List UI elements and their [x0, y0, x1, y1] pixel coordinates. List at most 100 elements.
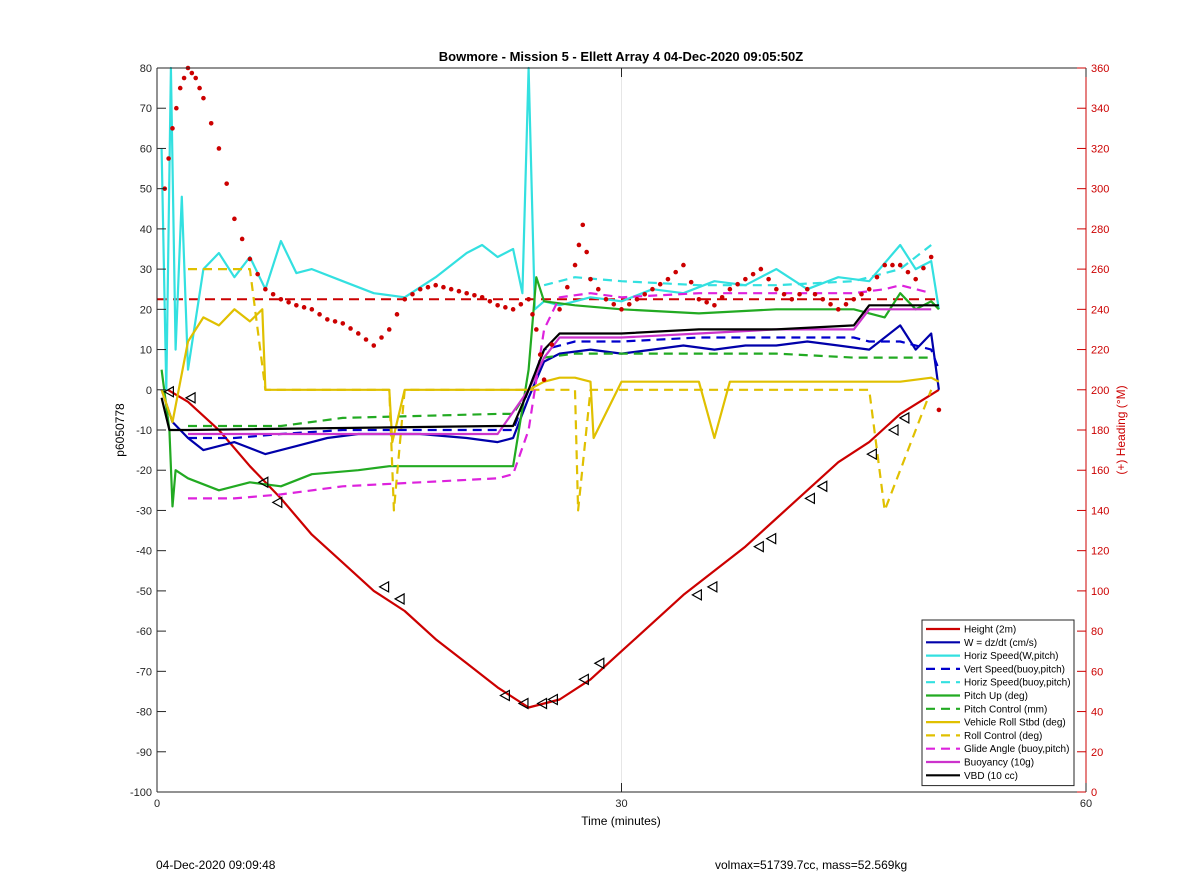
y2-tick-label: 320 — [1091, 143, 1109, 155]
heading-point — [363, 337, 369, 342]
y2-tick-label: 60 — [1091, 666, 1103, 678]
heading-point — [394, 312, 400, 317]
heading-point — [743, 276, 748, 282]
profile-marker — [184, 391, 196, 404]
heading-point — [611, 302, 617, 307]
y-tick-label: 50 — [140, 184, 152, 196]
y-tick-label: -30 — [136, 505, 152, 517]
y-tick-label: -60 — [136, 626, 152, 638]
legend-label: Glide Angle (buoy,pitch) — [964, 744, 1069, 755]
legend-label: Buoyancy (10g) — [964, 758, 1034, 769]
y2-tick-label: 280 — [1091, 224, 1109, 236]
heading-point — [584, 249, 589, 255]
y-tick-label: -100 — [130, 787, 152, 799]
heading-point — [309, 307, 315, 312]
heading-point — [177, 85, 183, 91]
heading-point — [789, 296, 795, 302]
legend-label: W = dz/dt (cm/s) — [964, 638, 1037, 649]
y2-tick-label: 240 — [1091, 304, 1109, 316]
heading-point — [410, 291, 415, 297]
heading-point — [897, 262, 903, 268]
y-tick-label: 80 — [140, 63, 152, 75]
profile-marker — [866, 448, 877, 461]
y2-tick-label: 360 — [1091, 63, 1109, 75]
heading-point — [530, 312, 535, 317]
x-tick-label: 0 — [154, 798, 160, 810]
series-line-8 — [188, 268, 933, 512]
heading-point — [758, 266, 764, 272]
heading-point — [859, 291, 864, 297]
profile-marker — [536, 697, 548, 710]
heading-point — [425, 284, 431, 290]
legend-label: Horiz Speed(buoy,pitch) — [964, 678, 1071, 689]
heading-point — [301, 305, 307, 310]
heading-point — [355, 331, 361, 336]
profile-marker — [706, 580, 718, 593]
heading-point — [208, 121, 214, 126]
heading-point — [448, 286, 454, 292]
heading-point — [325, 317, 330, 322]
heading-point — [526, 296, 531, 302]
axes-layer: 0 30 6080706050403020100-10-20-30-40-50-60… — [130, 63, 1109, 810]
heading-point — [595, 286, 601, 292]
heading-point — [750, 271, 756, 277]
heading-point — [166, 156, 171, 161]
heading-point — [541, 377, 547, 383]
legend-label: Horiz Speed(W,pitch) — [964, 651, 1058, 662]
y2-tick-label: 140 — [1091, 505, 1109, 517]
heading-point — [626, 302, 632, 307]
profile-marker — [804, 492, 815, 505]
series-line-11 — [160, 304, 939, 432]
heading-point — [735, 281, 740, 287]
heading-point — [665, 276, 671, 282]
heading-point — [503, 305, 508, 310]
heading-point — [673, 269, 678, 275]
series-line-1 — [160, 324, 940, 456]
profile-marker — [271, 496, 283, 509]
heading-point — [557, 307, 562, 312]
y-tick-label: -20 — [136, 465, 152, 477]
y-tick-label: -80 — [136, 707, 152, 719]
profile-marker — [257, 476, 269, 489]
heading-point — [193, 75, 199, 81]
heading-point — [232, 216, 237, 222]
heading-point — [650, 286, 655, 292]
profile-marker — [163, 385, 174, 398]
legend-label: Pitch Control (mm) — [964, 704, 1047, 715]
profile-marker — [547, 693, 558, 706]
heading-point — [572, 262, 578, 268]
heading-point — [549, 342, 555, 347]
series-layer — [157, 65, 942, 709]
heading-point — [712, 303, 717, 308]
heading-point — [851, 296, 857, 302]
heading-point — [890, 262, 895, 268]
heading-point — [270, 291, 276, 297]
heading-point — [174, 105, 179, 111]
y2-tick-label: 160 — [1091, 465, 1109, 477]
y-tick-label: -50 — [136, 586, 152, 598]
y2-tick-label: 220 — [1091, 345, 1109, 357]
heading-point — [464, 290, 469, 296]
heading-point — [843, 302, 849, 307]
heading-point — [936, 407, 942, 413]
profile-marker — [753, 540, 764, 553]
heading-point — [170, 126, 175, 131]
series-line-3 — [188, 336, 940, 440]
heading-point — [216, 146, 222, 151]
heading-point — [201, 95, 206, 101]
x-tick-label: 60 — [1080, 798, 1092, 810]
heading-point — [197, 85, 202, 91]
heading-point — [642, 291, 648, 297]
profile-marker — [593, 657, 605, 670]
legend-label: Vert Speed(buoy,pitch) — [964, 664, 1065, 675]
heading-point — [371, 343, 377, 348]
heading-point — [774, 286, 779, 292]
heading-point — [828, 302, 833, 307]
heading-point — [913, 276, 918, 282]
y2-tick-label: 260 — [1091, 264, 1109, 276]
heading-point — [402, 296, 408, 302]
heading-point — [294, 303, 299, 308]
y-tick-label: 20 — [140, 304, 152, 316]
heading-point — [433, 282, 439, 288]
heading-point — [766, 276, 771, 282]
